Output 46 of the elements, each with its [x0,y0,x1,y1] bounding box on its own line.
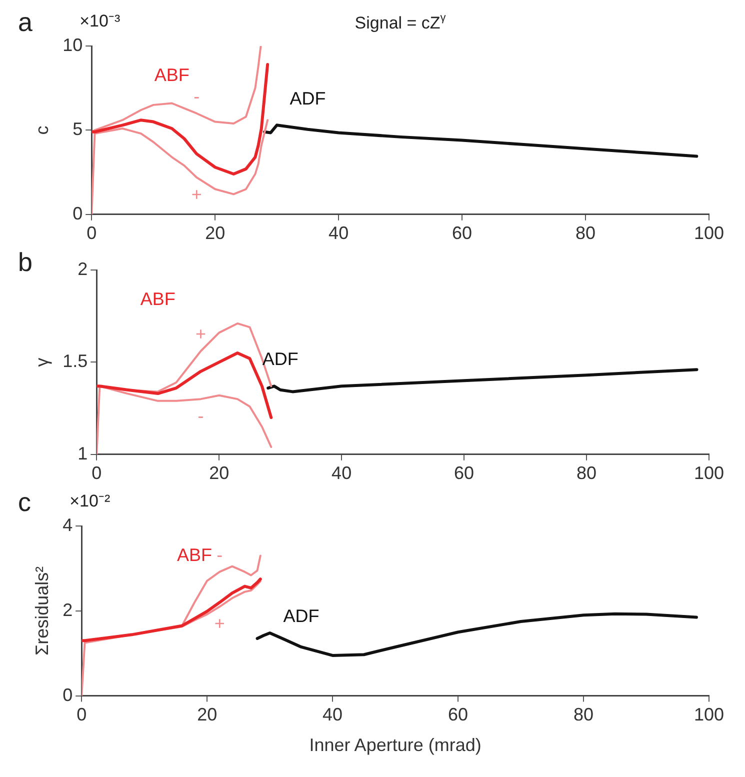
y-axis-title: c [32,126,52,135]
text: b [18,247,32,278]
x-tick-label: 40 [332,463,352,484]
series-label: + [214,614,225,634]
y-tick-label: 4 [62,514,73,535]
series-label: + [195,324,206,344]
y-tick-label: 10 [62,34,83,55]
text: ×10⁻² [70,492,110,511]
x-tick-label: 40 [328,223,349,244]
y-axis-title: γ [32,358,52,367]
y-tick-label: 5 [72,119,83,140]
y-tick-label: 0 [72,203,83,224]
x-tick-label: 80 [576,463,597,484]
x-tick-label: 60 [452,223,472,244]
series-label: ABF [177,544,212,565]
text: a [18,7,33,38]
x-axis-title: Inner Aperture (mrad) [309,735,482,756]
y-tick-label: 2 [78,258,88,279]
x-tick-label: 100 [694,704,724,725]
y-tick-label: 2 [62,600,73,620]
x-tick-label: 80 [576,223,596,244]
series-label: ADF [283,606,320,626]
x-tick-label: 100 [694,463,724,484]
text: ABF [140,288,176,309]
text: c [18,487,31,518]
y-tick-label: 1.5 [62,351,88,372]
series-label: + [191,184,202,204]
series-label: - [216,544,223,565]
series-label: ADF [262,348,298,369]
series-label: - [194,86,200,106]
y-tick-label: 0 [62,684,73,705]
text: ABF [154,64,190,85]
x-tick-label: 20 [209,463,230,484]
x-tick-label: 40 [322,704,343,725]
y-axis-title: Σresiduals² [32,566,52,656]
x-tick-label: 80 [574,704,594,725]
text: ×10⁻³ [80,12,120,31]
x-tick-label: 20 [197,704,218,725]
x-tick-label: 0 [92,463,102,484]
series-label: ADF [290,88,326,108]
x-tick-label: 60 [454,463,474,484]
series-label: - [198,406,204,426]
x-tick-label: 60 [448,704,468,725]
x-tick-label: 20 [205,223,226,244]
x-tick-label: 100 [694,223,724,244]
y-tick-label: 1 [78,443,88,464]
